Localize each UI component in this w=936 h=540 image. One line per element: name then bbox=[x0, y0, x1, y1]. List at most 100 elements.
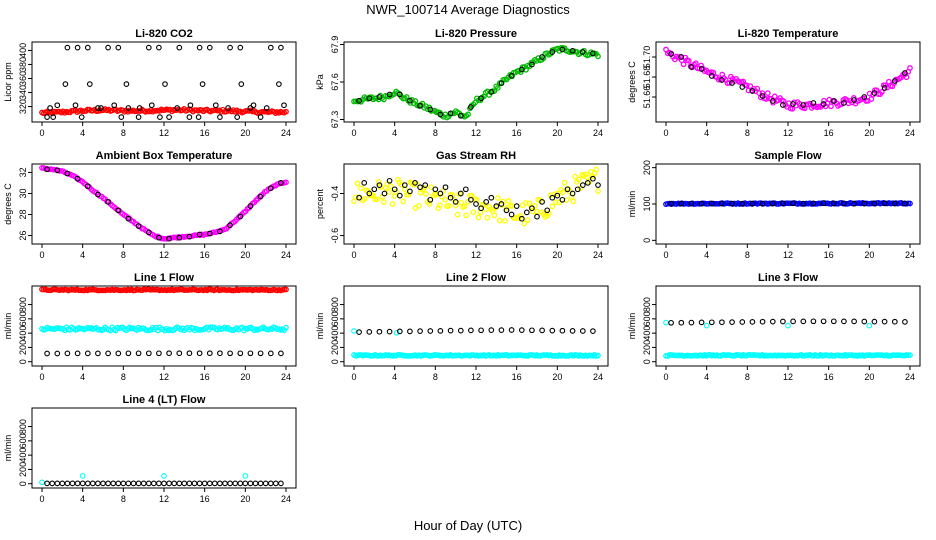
series-gas-stream-rh-raw-point bbox=[452, 202, 459, 209]
x-tick-label-line-2-flow: 0 bbox=[351, 372, 356, 382]
x-tick-label-li-820-temperature: 16 bbox=[824, 128, 834, 138]
series-li-820-pressure-hourly-point bbox=[579, 49, 586, 55]
series-line-4-lt-flow-hourly-point bbox=[196, 480, 203, 487]
series-li-820-pressure-hourly-point bbox=[457, 112, 464, 119]
series-li-820-co2-hourly-point bbox=[74, 44, 81, 51]
series-gas-stream-rh-raw-point bbox=[530, 208, 536, 215]
y-tick-label-line-1-flow: 0 bbox=[18, 359, 28, 364]
data-li-820-pressure bbox=[351, 45, 601, 121]
series-line-4-lt-flow-cyan-point bbox=[79, 473, 86, 479]
series-gas-stream-rh-hourly-point bbox=[452, 199, 459, 205]
series-li-820-co2-hourly-point bbox=[212, 102, 219, 109]
series-gas-stream-rh-raw-point bbox=[354, 180, 361, 187]
series-li-820-temperature-hourly-point bbox=[891, 78, 898, 84]
panel-title-line-2-flow: Line 2 Flow bbox=[446, 272, 506, 284]
x-tick-label-gas-stream-rh: 24 bbox=[593, 250, 603, 260]
series-li-820-co2-hourly-point bbox=[105, 44, 111, 51]
series-line-2-flow-hourly-point bbox=[508, 327, 515, 333]
series-ambient-box-temperature-hourly-point bbox=[237, 213, 244, 220]
series-li-820-temperature-hourly-point bbox=[719, 77, 725, 83]
series-line-4-lt-flow-hourly-point bbox=[237, 480, 244, 487]
x-tick-label-ambient-box-temperature: 16 bbox=[200, 250, 210, 260]
series-line-1-flow-cyan-point bbox=[283, 324, 289, 331]
series-gas-stream-rh-raw-point bbox=[495, 195, 501, 201]
series-sample-flow-hourly-point bbox=[708, 200, 715, 207]
series-gas-stream-rh-hourly-point bbox=[442, 184, 449, 191]
series-ambient-box-temperature-hourly-point bbox=[206, 230, 213, 237]
series-line-2-flow-hourly-point bbox=[386, 328, 393, 335]
y-tick-label-li-820-co2: 360 bbox=[18, 71, 28, 86]
series-ambient-box-temperature-hourly-point bbox=[125, 215, 132, 222]
series-li-820-co2-hourly-point bbox=[44, 114, 50, 120]
series-li-820-temperature-hourly-point bbox=[861, 94, 868, 100]
series-line-3-flow-hourly-point bbox=[749, 319, 756, 325]
x-tick-label-line-3-flow: 0 bbox=[663, 372, 668, 382]
series-ambient-box-temperature-hourly-point bbox=[156, 234, 162, 241]
series-sample-flow-hourly-point bbox=[780, 200, 786, 207]
series-line-3-flow-hourly-point bbox=[810, 318, 817, 325]
series-li-820-co2-hourly-point bbox=[115, 44, 122, 51]
x-tick-label-ambient-box-temperature: 0 bbox=[39, 250, 44, 260]
y-tick-label-sample-flow: 100 bbox=[642, 196, 652, 211]
panel-gas-stream-rh: Gas Stream RH 0 4 8 12 16 20 24 -0.6 -0.4 percent bbox=[315, 150, 609, 260]
series-sample-flow-hourly-point bbox=[688, 200, 695, 207]
series-li-820-co2-hourly-point bbox=[111, 102, 118, 109]
series-gas-stream-rh-hourly-point bbox=[554, 192, 561, 199]
x-tick-label-line-2-flow: 8 bbox=[433, 372, 438, 382]
y-tick-label-line-1-flow: 600 bbox=[18, 311, 28, 326]
data-li-820-co2 bbox=[39, 44, 289, 120]
x-tick-label-sample-flow: 24 bbox=[905, 250, 915, 260]
panel-frame-line-1-flow bbox=[31, 285, 297, 367]
series-gas-stream-rh-hourly-point bbox=[473, 201, 479, 207]
series-line-2-flow-hourly-point bbox=[529, 327, 535, 334]
y-tick-label-line-3-flow: 600 bbox=[642, 311, 652, 326]
series-ambient-box-temperature-hourly-point bbox=[145, 229, 152, 236]
x-tick-label-line-1-flow: 0 bbox=[39, 372, 44, 382]
x-tick-label-line-4-lt-flow: 12 bbox=[159, 494, 169, 504]
series-line-2-flow-hourly-point bbox=[376, 328, 383, 335]
series-line-1-flow-hourly-point bbox=[166, 350, 172, 357]
y-axis-label-line-3-flow: ml/min bbox=[627, 313, 637, 340]
series-li-820-co2-hourly-point bbox=[206, 44, 213, 51]
series-li-820-temperature-raw-point bbox=[771, 93, 778, 100]
x-tick-label-sample-flow: 0 bbox=[663, 250, 668, 260]
series-gas-stream-rh-hourly-point bbox=[457, 190, 464, 197]
series-line-4-lt-flow-cyan-point bbox=[161, 473, 167, 479]
series-li-820-temperature-hourly-point bbox=[678, 54, 685, 60]
series-li-820-co2-hourly-point bbox=[123, 81, 130, 87]
series-gas-stream-rh-raw-point bbox=[595, 188, 601, 194]
series-li-820-co2-hourly-point bbox=[217, 114, 223, 120]
y-tick-label-line-4-lt-flow: 400 bbox=[18, 448, 28, 463]
x-tick-label-line-3-flow: 16 bbox=[824, 372, 834, 382]
series-sample-flow-hourly-point bbox=[891, 200, 898, 207]
series-gas-stream-rh-hourly-point bbox=[493, 203, 500, 209]
series-line-1-flow-hourly-point bbox=[237, 350, 244, 357]
series-line-4-lt-flow-hourly-point bbox=[120, 480, 127, 487]
x-tick-label-sample-flow: 20 bbox=[864, 250, 874, 260]
series-gas-stream-rh-raw-point bbox=[352, 194, 359, 201]
series-li-820-pressure-hourly-point bbox=[468, 104, 474, 110]
series-li-820-co2-hourly-point bbox=[72, 102, 79, 109]
series-line-4-lt-flow-hourly-point bbox=[69, 480, 76, 487]
series-li-820-co2-hourly-point bbox=[157, 114, 163, 120]
series-gas-stream-rh-raw-point bbox=[502, 217, 508, 224]
y-axis-label-sample-flow: ml/min bbox=[627, 191, 637, 218]
series-ambient-box-temperature-hourly-point bbox=[135, 223, 142, 229]
series-li-820-temperature-hourly-point bbox=[871, 90, 878, 96]
series-line-1-flow-hourly-point bbox=[196, 350, 203, 357]
series-line-2-flow-hourly-point bbox=[590, 328, 596, 334]
series-line-4-lt-flow-hourly-point bbox=[267, 480, 274, 487]
series-li-820-co2-hourly-point bbox=[247, 105, 254, 111]
series-line-3-flow-hourly-point bbox=[830, 318, 837, 325]
y-tick-label-li-820-temperature: 51.68 bbox=[642, 66, 652, 89]
series-line-1-flow-cyan bbox=[39, 324, 289, 334]
y-tick-label-line-4-lt-flow: 200 bbox=[18, 462, 28, 477]
series-gas-stream-rh-raw-point bbox=[398, 181, 405, 188]
series-li-820-pressure-hourly-point bbox=[366, 95, 373, 102]
x-tick-label-line-4-lt-flow: 0 bbox=[39, 494, 44, 504]
series-li-820-temperature-hourly-point bbox=[881, 85, 888, 91]
series-gas-stream-rh-raw-point bbox=[524, 217, 531, 223]
x-tick-label-line-3-flow: 24 bbox=[905, 372, 915, 382]
series-gas-stream-rh-hourly-point bbox=[407, 188, 413, 195]
